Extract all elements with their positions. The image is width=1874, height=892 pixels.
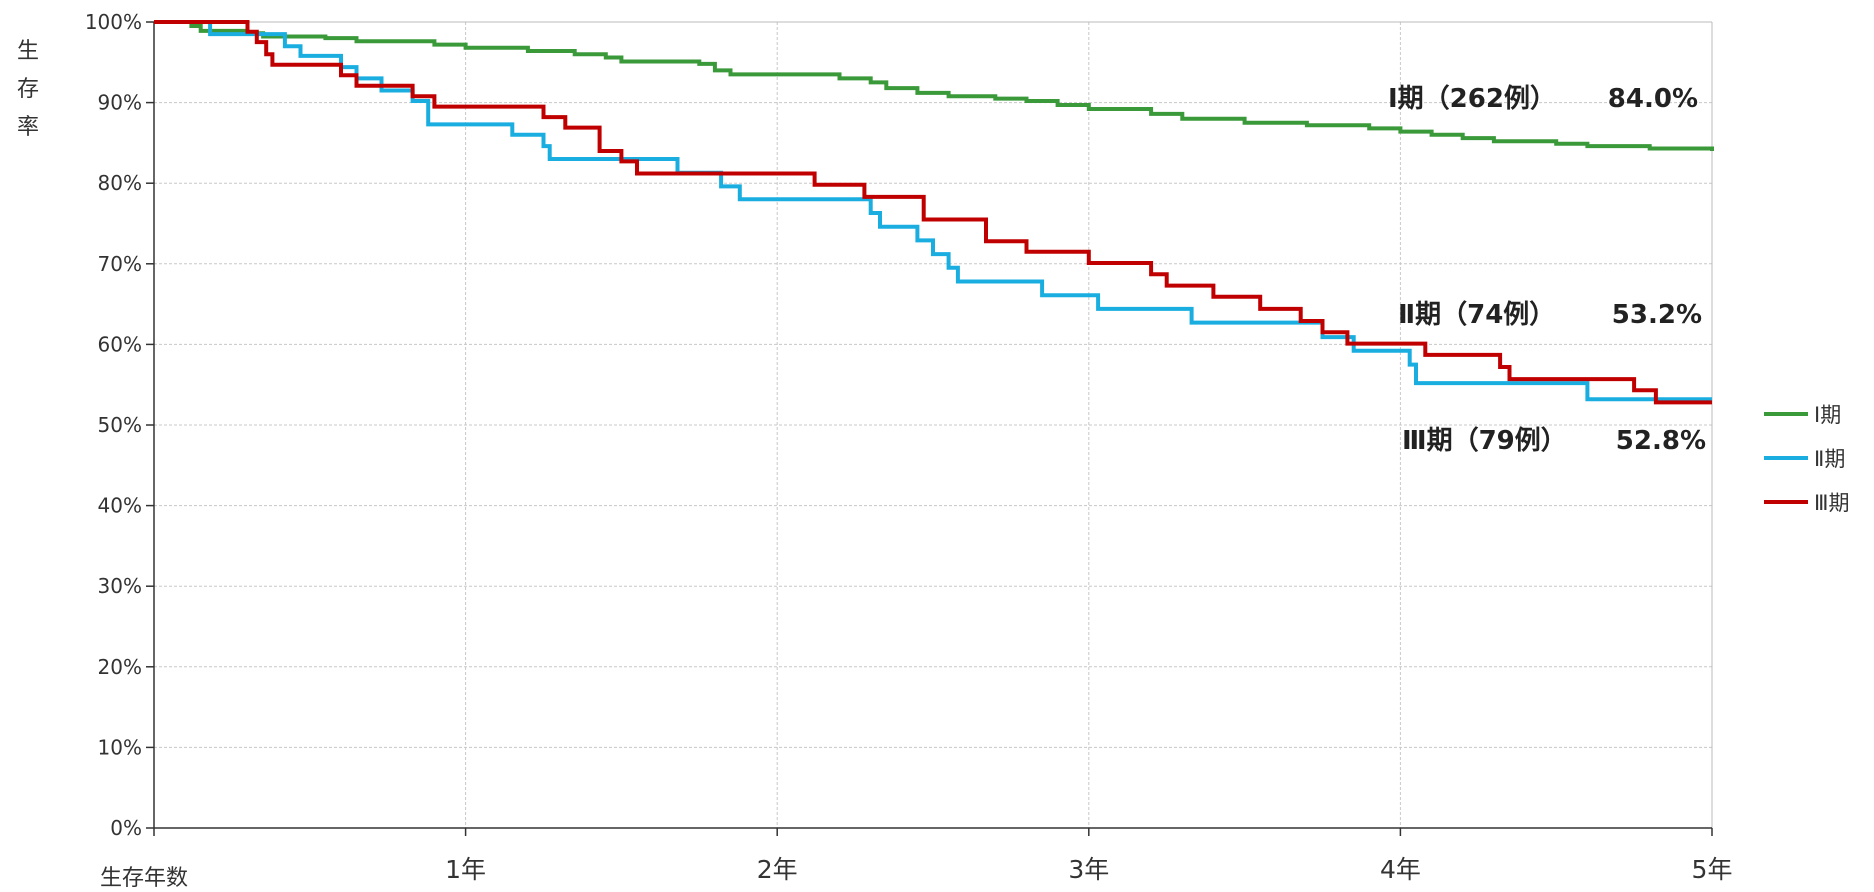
y-tick-label: 80% xyxy=(98,171,142,195)
y-axis-label: 生存率 xyxy=(17,39,39,140)
y-tick-label: 100% xyxy=(85,10,142,34)
series-line-1 xyxy=(154,20,1714,151)
legend: Ⅰ期 Ⅱ期 Ⅲ期 xyxy=(1764,403,1849,515)
series-lines xyxy=(154,20,1714,405)
annotation-value-2: 53.2% xyxy=(1612,300,1702,330)
grid xyxy=(154,21,1712,828)
y-tick-label: 60% xyxy=(98,332,142,356)
y-tick-label: 70% xyxy=(98,252,142,276)
annotation-label-1: Ⅰ期（262例） xyxy=(1388,84,1556,114)
annotations: Ⅰ期（262例） 84.0% Ⅱ期（74例） 53.2% Ⅲ期（79例） 52.8% xyxy=(1388,84,1706,456)
legend-label-3: Ⅲ期 xyxy=(1814,491,1849,515)
x-tick-label: 3年 xyxy=(1068,855,1109,884)
legend-label-2: Ⅱ期 xyxy=(1814,447,1845,471)
y-tick-labels: 0% 10% 20% 30% 40% 50% 60% 70% 80% 90% 100% xyxy=(85,10,142,840)
y-axis-label-char: 生 xyxy=(17,39,39,64)
x-tick-label: 1年 xyxy=(445,855,486,884)
x-tick-label: 5年 xyxy=(1692,855,1733,884)
annotation-value-3: 52.8% xyxy=(1616,426,1706,456)
x-tick-labels: 1年 2年 3年 4年 5年 xyxy=(445,855,1732,884)
x-tick-label: 2年 xyxy=(757,855,798,884)
x-axis-label: 生存年数 xyxy=(100,866,188,891)
y-tick-label: 50% xyxy=(98,413,142,437)
x-tick-label: 4年 xyxy=(1380,855,1421,884)
y-axis-label-char: 存 xyxy=(17,77,39,102)
annotation-label-3: Ⅲ期（79例） xyxy=(1402,426,1567,456)
annotation-label-2: Ⅱ期（74例） xyxy=(1398,300,1555,330)
axes xyxy=(146,21,1713,836)
y-tick-label: 20% xyxy=(98,655,142,679)
y-axis-label-char: 率 xyxy=(17,115,39,140)
annotation-value-1: 84.0% xyxy=(1608,84,1698,114)
y-tick-label: 30% xyxy=(98,574,142,598)
legend-label-1: Ⅰ期 xyxy=(1814,403,1841,427)
y-tick-label: 0% xyxy=(110,816,142,840)
y-tick-label: 90% xyxy=(98,91,142,115)
series-line-2 xyxy=(154,20,1712,402)
y-tick-label: 40% xyxy=(98,494,142,518)
series-line-3 xyxy=(154,20,1712,405)
y-tick-label: 10% xyxy=(98,735,142,759)
